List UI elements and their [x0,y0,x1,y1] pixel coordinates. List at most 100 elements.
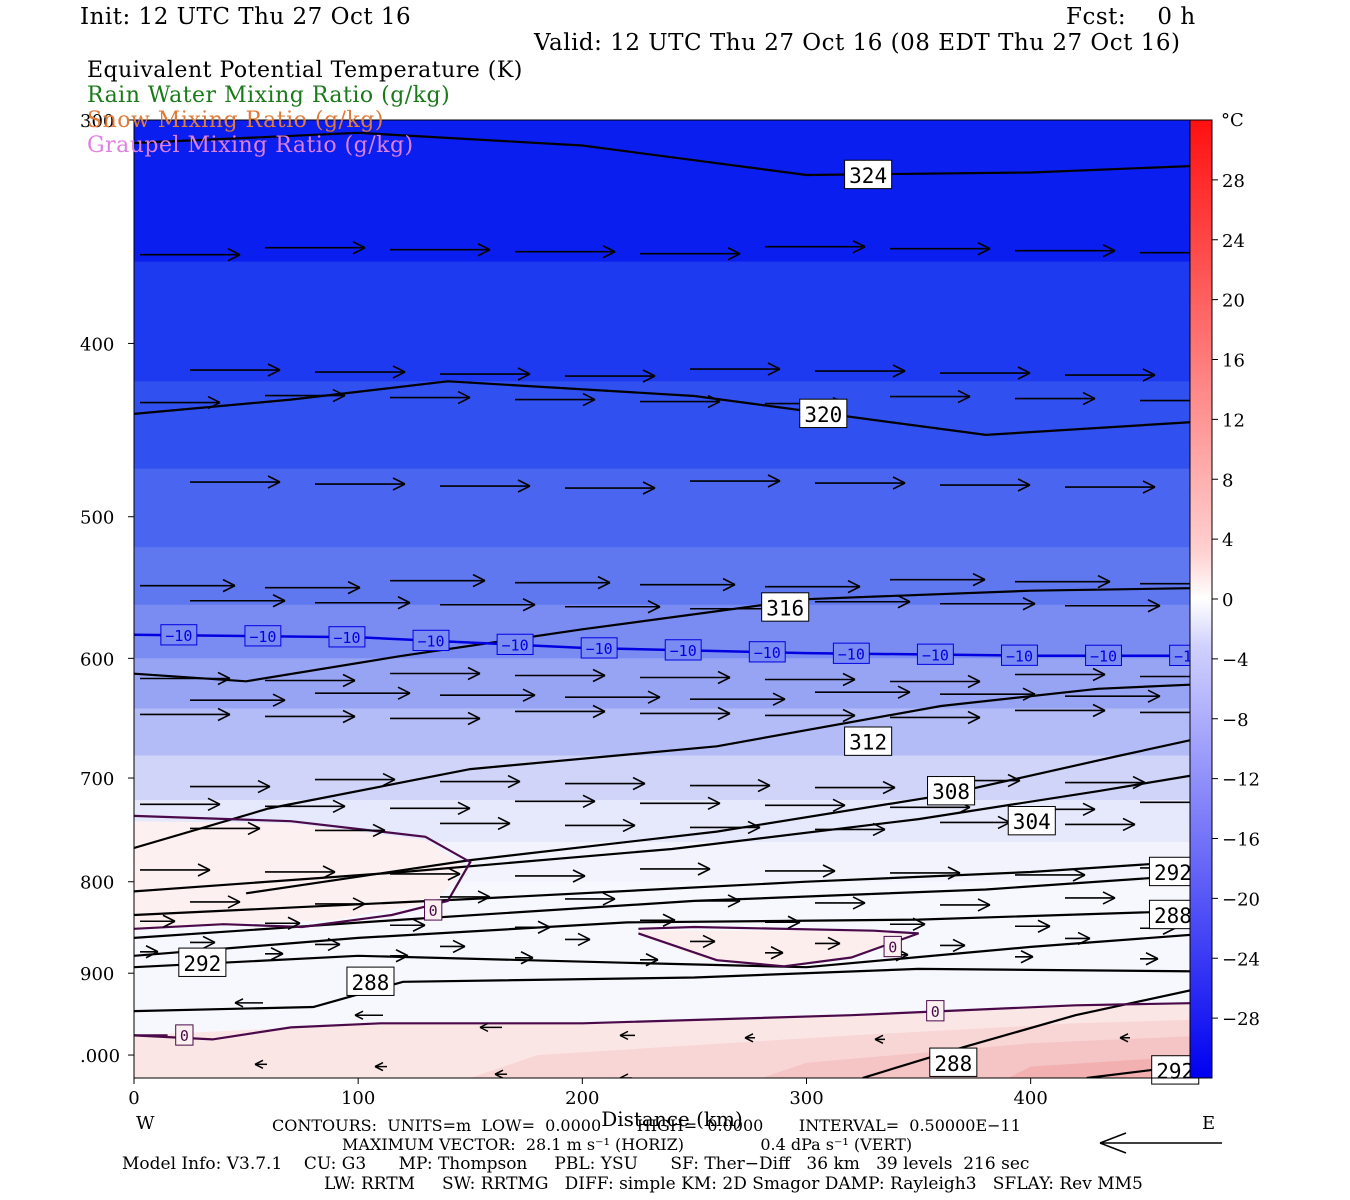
temperature-band [134,468,1210,549]
wind-vector [690,894,741,908]
contour-label: 316 [761,592,810,622]
colorbar-tick-label: 28 [1222,171,1245,192]
svg-text:292: 292 [1154,861,1192,885]
wind-vector [265,580,361,595]
wind-vector [315,596,411,610]
wind-vector [1119,1033,1130,1043]
colorbar-tick-label: 24 [1222,231,1245,252]
wind-vector [265,916,301,930]
wind-vector [815,780,896,795]
contour-label: −10 [160,624,198,646]
legend-entry: Equivalent Potential Temperature (K) [87,58,523,83]
wind-vector [440,367,531,381]
wind-vector [479,1022,502,1033]
wind-vector [1140,711,1210,714]
wind-vector [744,1033,755,1043]
wind-vector [565,600,661,614]
wind-vector [1065,368,1156,382]
colorbar-tick-label: −4 [1222,650,1249,671]
temperature-band [134,658,1210,710]
wind-vector [815,476,906,490]
wind-vector [890,917,926,931]
y-tick-label: .000 [80,1046,120,1067]
wind-vector [1015,919,1051,933]
wind-vector [690,778,771,793]
wind-vector [690,934,716,949]
wind-vector [815,936,841,951]
wind-vector [265,947,284,961]
wind-vector [1065,817,1136,832]
svg-text:0: 0 [931,1003,940,1021]
contour-label: 324 [844,159,893,190]
colorbar-tick-label: 20 [1222,291,1245,312]
wind-vector [390,573,486,588]
colorbar: °C 28 24 20 16 12 8 4 0 −4 −8 −12 −16 −20 −24 −28 [1189,110,1260,1079]
wind-vector [565,369,656,383]
svg-text:304: 304 [1013,810,1051,834]
wind-vector [619,1073,632,1078]
east-label: E [1202,1113,1215,1134]
wind-vector [140,797,221,812]
wind-vector [1015,703,1106,718]
init-time: Init: 12 UTC Thu 27 Oct 16 [80,4,412,30]
theta-e-contour [134,967,1210,1013]
forecast-hour: Fcst: 0 h [1066,4,1196,30]
wind-vector [190,895,241,909]
wind-vector [874,1034,885,1045]
wind-vector [890,674,981,689]
wind-vector [765,915,801,929]
wind-vector [315,772,396,787]
contour-label: 312 [844,726,893,756]
wind-vector [315,823,386,838]
contour-label: 0 [883,935,902,958]
svg-text:−10: −10 [249,628,276,646]
x-tick-label: 400 [1013,1088,1047,1109]
wind-vector [390,666,481,681]
contour-label: 288 [929,1047,978,1077]
wind-vector [140,707,231,722]
wind-vector [765,864,836,878]
footer-max-vector: MAXIMUM VECTOR: 28.1 m s⁻¹ (HORIZ) 0.4 d… [342,1135,913,1154]
wind-vector [890,389,971,404]
contour-label: −10 [664,639,702,661]
wind-vector [390,711,481,726]
contour-label: 0 [424,899,443,921]
contour-label: 288 [346,966,395,996]
contour-label: −10 [328,626,366,648]
legend-entry: Snow Mixing Ratio (g/kg) [87,108,384,133]
x-axis-title: Distance (km) [601,1107,743,1131]
wind-vector [1065,891,1116,905]
temperature-band [134,547,1210,606]
wind-vector [690,362,781,376]
west-label: W [136,1113,155,1134]
colorbar-tick-label: −20 [1222,889,1260,910]
svg-text:308: 308 [932,780,970,804]
zero-mixing-contour [134,814,472,930]
temperature-band [134,755,1210,801]
wind-vector [1140,582,1210,585]
wind-vector [640,670,731,685]
wind-vector [765,579,861,594]
colorbar-tick-label: −12 [1222,770,1260,791]
wind-vector [265,709,356,724]
wind-vector [440,688,536,702]
theta-e-contour [134,932,1210,969]
y-tick-label: 300 [80,111,114,132]
wind-vector [234,998,263,1008]
colorbar-tick-label: −28 [1222,1009,1260,1030]
wind-vector [940,938,966,953]
theta-e-contour [134,380,1210,437]
contour-label: 0 [175,1024,194,1046]
wind-vector [940,687,1036,701]
wind-vector [640,577,736,592]
wind-vector [565,481,656,495]
theta-e-contour [134,771,1210,893]
svg-text:−10: −10 [333,629,360,647]
wind-vector [515,668,606,683]
wind-vector [640,247,741,261]
wind-vector [640,862,711,876]
wind-vector [765,708,856,723]
wind-vector [1065,480,1156,494]
wind-vector [1015,868,1086,882]
max-vector-arrow [1099,1132,1222,1154]
